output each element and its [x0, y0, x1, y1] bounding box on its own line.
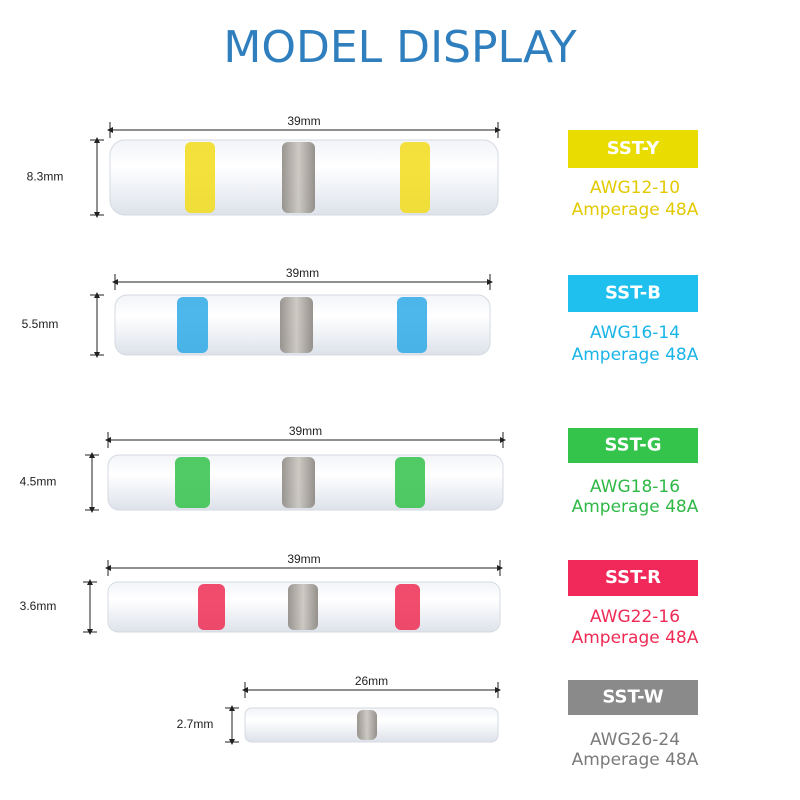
badge [568, 680, 698, 715]
length-label: 39mm [286, 266, 319, 280]
seal-ring [185, 142, 215, 213]
model-code: SST-Y [607, 138, 661, 159]
awg: AWG18-16 [590, 477, 680, 497]
model-code: SST-B [605, 283, 661, 304]
seal-ring [400, 142, 430, 213]
length-label: 39mm [289, 424, 322, 438]
seal-ring [198, 584, 225, 630]
seal-ring [397, 297, 427, 353]
length-label: 26mm [355, 674, 388, 688]
badge [568, 560, 698, 596]
title: MODEL DISPLAY [223, 22, 576, 73]
solder-sleeve [282, 457, 315, 508]
seal-ring [175, 457, 210, 508]
diameter-label: 3.6mm [20, 599, 57, 613]
awg: AWG16-14 [590, 323, 680, 343]
length-label: 39mm [287, 114, 320, 128]
seal-ring [395, 584, 420, 630]
awg: AWG12-10 [590, 178, 680, 198]
diameter-label: 8.3mm [27, 170, 64, 184]
amperage: Amperage 48A [572, 750, 699, 770]
solder-sleeve [282, 142, 315, 213]
length-label: 39mm [287, 552, 320, 566]
amperage: Amperage 48A [572, 628, 699, 648]
awg: AWG22-16 [590, 607, 680, 627]
awg: AWG26-24 [590, 730, 680, 750]
solder-sleeve [280, 297, 313, 353]
seal-ring [395, 457, 425, 508]
badge [568, 130, 698, 168]
amperage: Amperage 48A [572, 345, 699, 365]
seal-ring [177, 297, 208, 353]
badge [568, 428, 698, 463]
badge [568, 275, 698, 312]
diameter-label: 2.7mm [177, 717, 214, 731]
solder-sleeve [288, 584, 318, 630]
diameter-label: 4.5mm [20, 475, 57, 489]
model-code: SST-R [605, 567, 661, 588]
amperage: Amperage 48A [572, 200, 699, 220]
solder-sleeve [357, 710, 377, 740]
amperage: Amperage 48A [572, 497, 699, 517]
model-code: SST-W [602, 687, 663, 708]
diameter-label: 5.5mm [22, 317, 59, 331]
model-code: SST-G [605, 435, 662, 456]
